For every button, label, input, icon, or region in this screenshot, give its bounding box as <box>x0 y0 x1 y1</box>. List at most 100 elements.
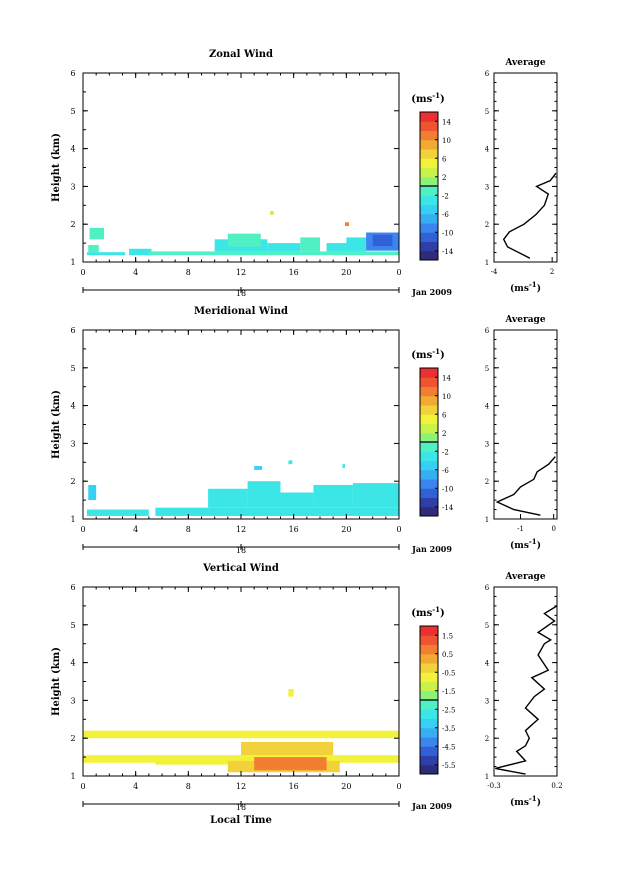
data-cell <box>346 237 367 252</box>
colorbar-tick-label: 2 <box>442 174 446 182</box>
chart-title: Vertical Wind <box>202 563 279 574</box>
colorbar-swatch <box>420 635 438 645</box>
colorbar-swatch <box>420 663 438 673</box>
colorbar-swatch <box>420 737 438 747</box>
colorbar-swatch <box>420 250 438 261</box>
average-y-tick-label: 2 <box>485 221 489 229</box>
data-cell <box>267 243 301 252</box>
data-cell <box>86 252 126 256</box>
date-tick-label: 18 <box>236 803 246 812</box>
y-tick-label: 3 <box>70 696 75 705</box>
colorbar-tick-label: -3.5 <box>442 725 456 733</box>
x-tick-label: 20 <box>341 268 351 277</box>
y-tick-label: 5 <box>70 621 75 630</box>
colorbar-tick-label: -14 <box>442 248 454 256</box>
colorbar-swatch <box>420 167 438 178</box>
x-tick-label: 4 <box>133 525 138 534</box>
date-tick-label: 18 <box>236 289 246 298</box>
average-title: Average <box>504 315 545 325</box>
data-cell <box>208 488 248 508</box>
y-tick-label: 2 <box>70 734 75 743</box>
average-y-tick-label: 5 <box>485 365 489 373</box>
y-tick-label: 4 <box>70 145 75 154</box>
colorbar-tick-label: 10 <box>442 137 451 145</box>
average-y-tick-label: 5 <box>485 108 489 116</box>
colorbar-swatch <box>420 451 438 461</box>
average-y-tick-label: 4 <box>485 146 490 154</box>
data-cell <box>345 222 349 227</box>
average-y-tick-label: 3 <box>485 183 489 191</box>
data-cell <box>129 248 152 256</box>
colorbar-swatch <box>420 690 438 701</box>
data-cell <box>288 460 293 465</box>
y-tick-label: 3 <box>70 182 75 191</box>
data-cell <box>227 233 261 247</box>
data-cell <box>288 689 294 697</box>
data-cell <box>313 484 353 508</box>
average-y-tick-label: 4 <box>485 660 490 668</box>
data-cell <box>86 509 149 516</box>
y-tick-label: 4 <box>70 659 75 668</box>
x-tick-label: 20 <box>341 525 351 534</box>
y-tick-label: 6 <box>70 326 75 335</box>
colorbar-tick-label: 6 <box>442 411 447 419</box>
average-y-tick-label: 6 <box>485 327 490 335</box>
colorbar-unit: (ms-1) <box>411 605 444 619</box>
colorbar-swatch <box>420 727 438 738</box>
colorbar-tick-label: 1.5 <box>442 632 453 640</box>
colorbar-tick-label: -2.5 <box>442 706 456 714</box>
x-tick-label: 4 <box>133 268 138 277</box>
data-cell <box>254 466 263 470</box>
x-tick-label: 16 <box>289 268 299 277</box>
average-y-tick-label: 2 <box>485 735 489 743</box>
date-label: Jan 2009 <box>411 801 452 811</box>
colorbar-swatch <box>420 112 438 122</box>
colorbar-tick-label: 14 <box>442 118 451 126</box>
colorbar-swatch <box>420 700 438 710</box>
y-tick-label: 1 <box>70 515 75 524</box>
chart-title: Zonal Wind <box>209 49 273 60</box>
y-tick-label: 2 <box>70 220 75 229</box>
colorbar-swatch <box>420 718 438 729</box>
colorbar-tick-label: 2 <box>442 430 446 438</box>
y-tick-label: 5 <box>70 364 75 373</box>
data-cell <box>372 234 393 247</box>
average-y-tick-label: 3 <box>485 697 489 705</box>
x-tick-label: 4 <box>133 782 138 791</box>
colorbar-swatch <box>420 204 438 215</box>
colorbar-tick-label: -6 <box>442 467 449 475</box>
x-tick-label: 0 <box>80 268 85 277</box>
date-label: Jan 2009 <box>411 544 452 554</box>
average-profile-line <box>495 456 556 516</box>
colorbar-swatch <box>420 497 438 508</box>
average-y-tick-label: 2 <box>485 478 489 486</box>
colorbar-swatch <box>420 460 438 471</box>
average-x-tick-label: -4 <box>491 268 498 276</box>
colorbar-swatch <box>420 746 438 756</box>
x-tick-label: 12 <box>236 525 246 534</box>
colorbar-swatch <box>420 506 438 517</box>
y-tick-label: 1 <box>70 772 75 781</box>
x-tick-label: 0 <box>80 782 85 791</box>
colorbar-unit: (ms-1) <box>411 91 444 105</box>
colorbar-swatch <box>420 149 438 159</box>
colorbar-swatch <box>420 709 438 719</box>
data-cell <box>300 237 320 252</box>
data-cell <box>148 251 399 256</box>
average-x-tick-label: -1 <box>517 525 524 533</box>
data-cell <box>88 244 99 253</box>
colorbar-swatch <box>420 442 438 452</box>
average-x-tick-label: 0.2 <box>551 782 562 790</box>
colorbar-swatch <box>420 672 438 682</box>
colorbar-swatch <box>420 186 438 196</box>
average-unit-label: (ms-1) <box>510 794 541 808</box>
colorbar-swatch <box>420 386 438 397</box>
colorbar-tick-label: -2 <box>442 192 449 200</box>
average-profile-line <box>502 172 557 259</box>
colorbar-swatch <box>420 626 438 636</box>
data-cell <box>269 210 274 215</box>
average-x-tick-label: -0.3 <box>487 782 501 790</box>
